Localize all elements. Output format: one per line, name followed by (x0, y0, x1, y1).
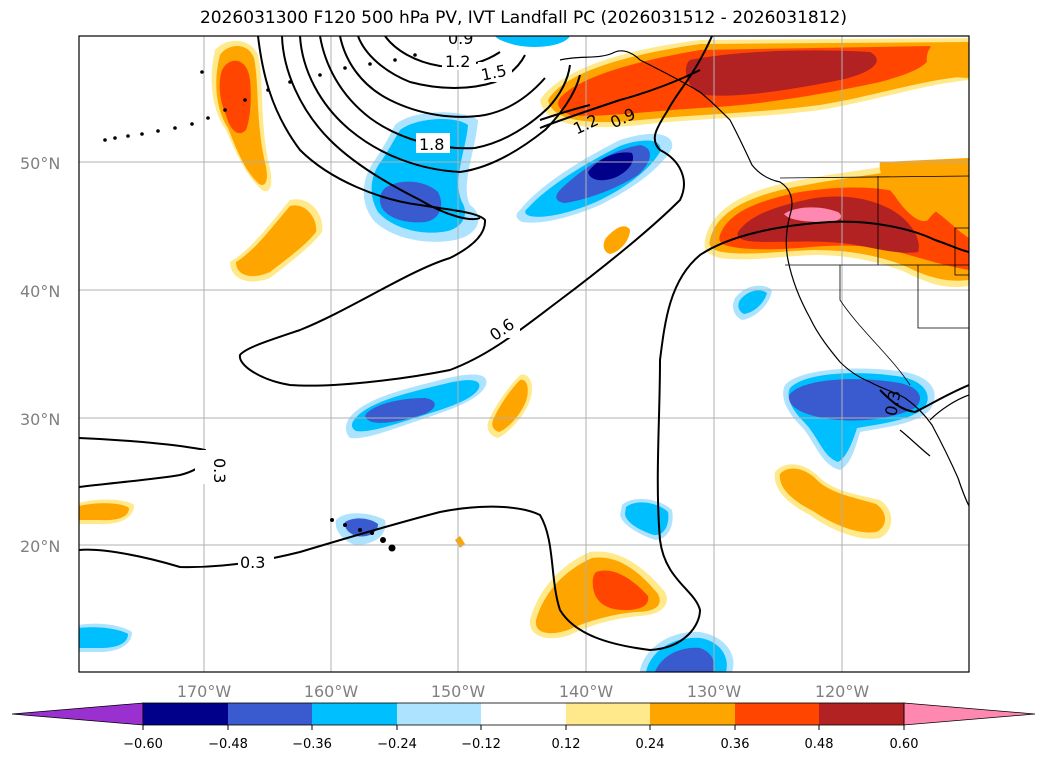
colorbar-bin-neg048 (143, 703, 228, 725)
shading-blue-153w-036 (365, 398, 435, 423)
shading-small-orange-143w (603, 226, 630, 254)
lat-label-40n: 40°N (20, 282, 60, 301)
colorbar-tick-neg024: −0.24 (377, 737, 417, 752)
colorbar-bin-pos012 (566, 703, 650, 725)
colorbar-bin-pos048 (819, 703, 904, 725)
colorbar-bin-neg024 (312, 703, 397, 725)
colorbar-bin-neg012 (397, 703, 481, 725)
colorbar-tick-neg048: −0.48 (208, 737, 248, 752)
shading-top-blue (495, 36, 570, 47)
lon-label-120w: 120°W (815, 682, 870, 701)
shading-west-strip-036 (219, 60, 251, 134)
shading-west-blue-13n-024 (79, 627, 128, 648)
colorbar-tick-pos036: 0.36 (721, 737, 750, 752)
shading-dot-150w (455, 536, 465, 548)
lat-label-20n: 20°N (20, 537, 60, 556)
contour-1.5 (299, 36, 581, 174)
colorbar-tick-neg060: −0.60 (123, 737, 163, 752)
colorbar-frame (142, 702, 905, 726)
shading-nevada-orange (879, 158, 969, 222)
lon-label-160w: 160°W (304, 682, 359, 701)
colorbar-tick-pos060: 0.60 (890, 737, 919, 752)
colorbar-bin-neg036 (228, 703, 312, 725)
shading-pnw-060 (784, 207, 842, 222)
lon-label-140w: 140°W (559, 682, 614, 701)
map-frame (78, 35, 970, 673)
shading-pnw-048 (737, 196, 919, 253)
lon-label-130w: 130°W (687, 682, 742, 701)
map-plot-area: 1.2 1.5 1.8 1.2 0.9 0.6 0.3 0.3 0.3 0.9 (79, 29, 969, 672)
colorbar-bin-zero (481, 703, 566, 725)
contour-1.2-north (281, 36, 481, 221)
shading-orange-146w-024 (492, 379, 528, 432)
shading-west-orange-22n-024 (79, 503, 129, 521)
contour-2.7 (384, 36, 501, 68)
shading-north-jet-048 (685, 50, 877, 96)
shading-orange-140w-036 (592, 570, 649, 610)
shading-blue-155w-036 (379, 181, 442, 223)
colorbar-tick-pos048: 0.48 (805, 737, 834, 752)
contour-0.6 (238, 36, 713, 387)
coastlines (559, 50, 969, 507)
colorbar-tick-neg036: −0.36 (292, 737, 332, 752)
shading-north-ne-corner (926, 44, 969, 78)
lat-label-50n: 50°N (20, 154, 60, 173)
contour-0.3-south (79, 220, 969, 652)
contour-label-0.3-west: 0.3 (210, 458, 229, 483)
hawaii-islands (330, 518, 396, 552)
contour-1.8 (319, 36, 571, 150)
contour-1.2 (539, 104, 591, 121)
contour-0.9 (539, 69, 701, 129)
contour-label-0.3-socal: 0.3 (881, 389, 904, 417)
state-borders (779, 175, 969, 386)
lon-label-150w: 150°W (431, 682, 486, 701)
lon-labels: 170°W 160°W 150°W 140°W 130°W 120°W (177, 682, 870, 701)
pv-contours (79, 36, 969, 652)
lon-label-170w: 170°W (177, 682, 232, 701)
colorbar-bin-pos036 (735, 703, 819, 725)
contour-label-1.5: 1.5 (479, 61, 508, 85)
colorbar-bin-pos024 (650, 703, 735, 725)
contour-0.3-west (79, 437, 208, 488)
shading-blue-133w-036 (655, 647, 715, 672)
graticule (79, 36, 969, 672)
colorbar-tick-pos012: 0.12 (552, 737, 581, 752)
colorbar: −0.60 −0.48 −0.36 −0.24 −0.12 0.12 0.24 … (11, 702, 1036, 752)
colorbar-tick-pos024: 0.24 (636, 737, 665, 752)
contour-label-1.2-top: 1.2 (445, 52, 470, 71)
colorbar-tick-neg012: −0.12 (461, 737, 501, 752)
shading-small-blue-131w-024 (738, 290, 767, 314)
shading-blue-138w-048 (588, 152, 634, 181)
shading-orange-123w-024 (779, 468, 885, 533)
contour-2.1 (339, 36, 546, 118)
contour-label-0.3-south: 0.3 (240, 553, 265, 572)
contour-label-1.8: 1.8 (419, 135, 444, 154)
contour-0.3-socal (879, 384, 969, 414)
colorbar-extend-max (903, 702, 1036, 726)
shading-blob-165w-024 (236, 205, 317, 277)
colorbar-extend-min (11, 702, 144, 726)
lat-labels: 50°N 40°N 30°N 20°N (20, 154, 60, 556)
lat-label-30n: 30°N (20, 410, 60, 429)
contour-label-0.9-top: 0.9 (448, 29, 473, 48)
map-title: 2026031300 F120 500 hPa PV, IVT Landfall… (199, 8, 847, 28)
